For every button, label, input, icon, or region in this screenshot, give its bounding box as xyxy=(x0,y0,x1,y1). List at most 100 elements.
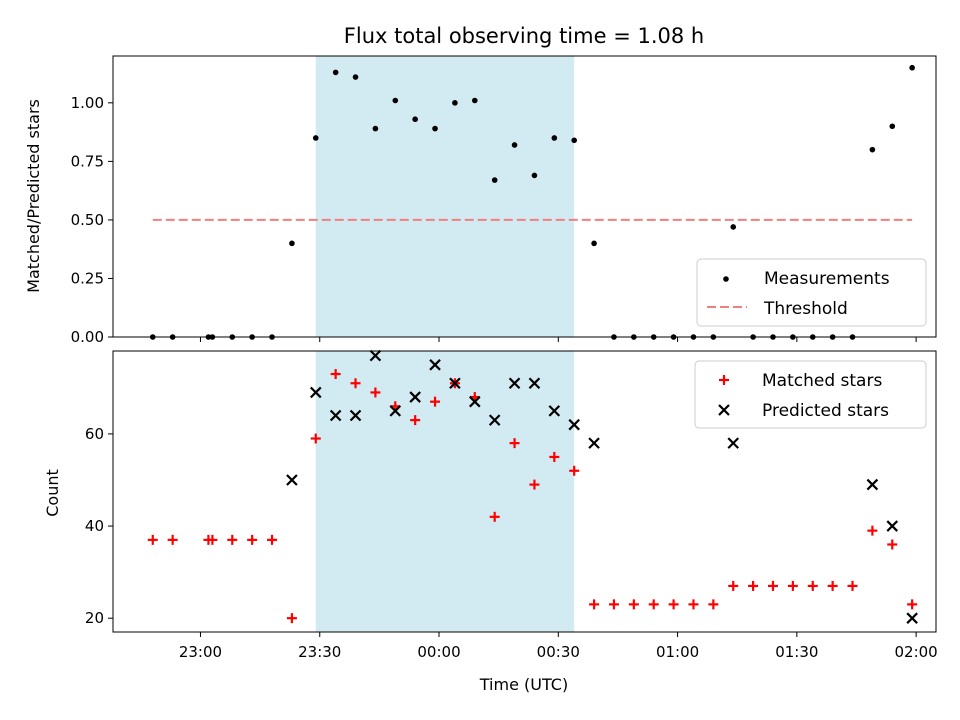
measurement-point xyxy=(472,97,478,104)
matched-star-marker xyxy=(350,378,361,389)
measurement-point xyxy=(889,123,896,130)
predicted-star-marker xyxy=(727,437,740,449)
measurement-point xyxy=(730,224,737,230)
matched-star-marker xyxy=(247,534,258,545)
matched-star-marker xyxy=(728,580,739,591)
matched-star-marker xyxy=(907,599,918,610)
bottom-ytick-label: 40 xyxy=(85,517,104,535)
predicted-star-marker xyxy=(369,349,382,362)
predicted-star-marker xyxy=(588,437,600,449)
legend-predicted-label: Predicted stars xyxy=(762,401,889,421)
top-ytick-label: 0.00 xyxy=(71,328,104,346)
matched-star-marker xyxy=(569,465,580,476)
bottom-shaded-interval xyxy=(315,351,575,632)
matched-star-marker xyxy=(207,534,218,545)
measurement-point xyxy=(551,135,558,141)
matched-star-marker xyxy=(608,599,619,610)
predicted-star-marker xyxy=(469,395,481,408)
predicted-star-marker xyxy=(349,409,362,422)
xtick-label: 02:00 xyxy=(895,643,938,661)
matched-star-marker xyxy=(827,580,838,591)
measurement-point xyxy=(352,74,359,80)
predicted-star-marker xyxy=(886,520,899,532)
measurement-point xyxy=(869,146,876,153)
top-ylabel: Matched/Predicted stars xyxy=(24,99,43,293)
matched-star-marker xyxy=(688,599,699,610)
legend-measurements-label: Measurements xyxy=(764,269,890,289)
legend-predicted-marker xyxy=(718,404,730,416)
matched-star-marker xyxy=(267,534,278,545)
predicted-star-marker xyxy=(429,359,441,371)
matched-star-marker xyxy=(410,415,421,426)
matched-star-marker xyxy=(286,613,297,624)
bottom-ytick-label: 20 xyxy=(85,609,104,627)
matched-star-marker xyxy=(227,534,238,545)
predicted-star-marker xyxy=(286,474,298,486)
measurement-point xyxy=(332,69,339,76)
measurement-point xyxy=(289,240,295,247)
top-legend: Measurements Threshold xyxy=(696,258,927,327)
matched-star-marker xyxy=(509,438,520,449)
matched-star-marker xyxy=(489,511,500,522)
matched-star-marker xyxy=(787,580,798,591)
predicted-star-marker xyxy=(389,405,402,417)
bottom-xlabel: Time (UTC) xyxy=(479,675,568,694)
measurement-point xyxy=(571,137,577,144)
matched-star-marker xyxy=(887,539,898,550)
measurement-point xyxy=(591,240,597,247)
bottom-ytick-label: 60 xyxy=(85,425,104,443)
measurement-point xyxy=(432,125,438,132)
matched-star-marker xyxy=(310,433,321,444)
bottom-ylabel: Count xyxy=(43,469,62,517)
xtick-label: 00:30 xyxy=(537,643,580,661)
xtick-label: 23:00 xyxy=(179,643,222,661)
matched-star-marker xyxy=(430,396,441,407)
predicted-star-marker xyxy=(528,377,541,390)
top-axes-frame xyxy=(112,55,937,338)
matched-star-marker xyxy=(167,534,178,545)
matched-star-marker xyxy=(867,525,878,536)
matched-star-marker xyxy=(847,580,858,591)
xtick-label: 23:30 xyxy=(298,643,341,661)
top-plot: 0.00 0.25 0.50 0.75 1.00 Measurements Threshol… xyxy=(71,55,937,346)
xtick-label: 00:00 xyxy=(417,643,460,661)
bottom-axes-frame xyxy=(112,350,937,633)
matched-star-marker xyxy=(370,387,381,398)
top-ytick-label: 0.50 xyxy=(71,211,104,229)
measurement-point xyxy=(372,125,379,132)
measurement-point xyxy=(412,116,418,123)
predicted-star-marker xyxy=(329,409,342,422)
predicted-star-marker xyxy=(568,418,580,431)
measurement-point xyxy=(531,172,538,179)
matched-star-marker xyxy=(147,534,158,545)
top-legend-box xyxy=(696,258,927,327)
measurement-point xyxy=(909,64,915,71)
legend-matched-label: Matched stars xyxy=(762,371,882,391)
matched-star-marker xyxy=(708,599,719,610)
matched-star-marker xyxy=(807,580,818,591)
matched-star-marker xyxy=(628,599,639,610)
top-ytick-label: 0.25 xyxy=(71,269,104,287)
matched-star-marker xyxy=(648,599,659,610)
legend-threshold-label: Threshold xyxy=(763,299,848,319)
predicted-star-marker xyxy=(309,386,322,399)
predicted-star-marker xyxy=(548,405,561,417)
measurement-point xyxy=(491,177,498,183)
matched-star-marker xyxy=(529,479,540,490)
matched-star-marker xyxy=(668,599,679,610)
legend-measurement-marker xyxy=(723,276,729,282)
matched-star-marker xyxy=(549,451,560,462)
xtick-label: 01:30 xyxy=(775,643,818,661)
bottom-legend-box xyxy=(694,360,927,429)
predicted-star-marker xyxy=(866,478,879,491)
predicted-star-marker xyxy=(488,414,501,426)
matched-star-marker xyxy=(748,580,759,591)
top-shaded-interval xyxy=(315,56,575,337)
measurement-point xyxy=(312,135,319,141)
matched-star-marker xyxy=(767,580,778,591)
matched-star-marker xyxy=(330,369,341,380)
matched-star-marker xyxy=(589,599,600,610)
figure-title: Flux total observing time = 1.08 h xyxy=(344,24,704,48)
predicted-star-marker xyxy=(906,612,918,624)
